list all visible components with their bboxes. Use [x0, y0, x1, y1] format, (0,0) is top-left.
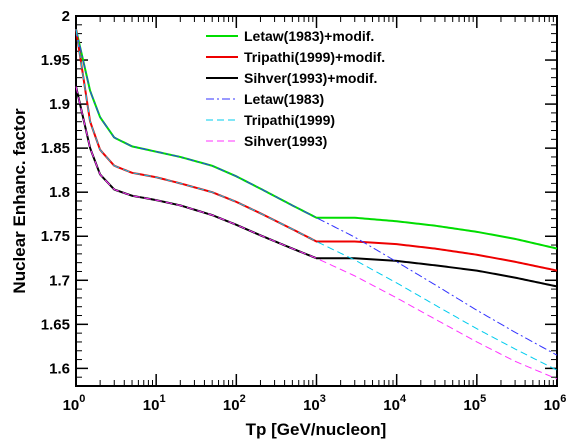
legend-label-5: Sihver(1993): [244, 133, 327, 149]
y-tick-label: 1.75: [41, 228, 70, 245]
x-tick-exponent: 5: [480, 393, 486, 405]
y-tick-label: 1.95: [41, 52, 70, 69]
legend-label-0: Letaw(1983)+modif.: [244, 28, 374, 44]
y-tick-label: 1.6: [49, 360, 70, 377]
x-tick-label: 100: [63, 393, 86, 414]
x-tick-exponent: 6: [560, 393, 566, 405]
y-tick-label: 1.65: [41, 316, 70, 333]
axis-ticks: 100 101 102 103 104 105 1061.61.651.71.751.81.…: [41, 8, 567, 414]
series-line-5: [75, 86, 558, 380]
x-tick-base: 10: [303, 397, 320, 414]
x-tick-exponent: 2: [240, 393, 246, 405]
legend-label-2: Sihver(1993)+modif.: [244, 70, 377, 86]
x-tick-exponent: 3: [320, 393, 326, 405]
x-tick-base: 10: [383, 397, 400, 414]
x-tick-base: 10: [544, 397, 561, 414]
legend: Letaw(1983)+modif. Tripathi(1999)+modif. S…: [206, 28, 385, 149]
x-tick-base: 10: [143, 397, 160, 414]
x-tick-base: 10: [463, 397, 480, 414]
x-tick-label: 106: [544, 393, 567, 414]
x-tick-label: 103: [303, 393, 326, 414]
x-tick-exponent: 1: [159, 393, 165, 405]
x-tick-label: 101: [143, 393, 166, 414]
x-tick-label: 102: [223, 393, 246, 414]
legend-label-1: Tripathi(1999)+modif.: [244, 49, 385, 65]
y-tick-label: 1.8: [49, 184, 70, 201]
legend-label-4: Tripathi(1999): [244, 112, 335, 128]
y-axis-label: Nuclear Enhanc. factor: [10, 108, 29, 294]
x-axis-label: Tp [GeV/nucleon]: [246, 420, 387, 439]
legend-label-3: Letaw(1983): [244, 91, 324, 107]
x-tick-exponent: 4: [400, 393, 407, 405]
y-tick-label: 1.9: [49, 96, 70, 113]
x-tick-base: 10: [223, 397, 240, 414]
x-tick-base: 10: [63, 397, 80, 414]
series-line-4: [75, 29, 558, 371]
x-tick-label: 105: [463, 393, 486, 414]
x-tick-exponent: 0: [79, 393, 85, 405]
y-tick-label: 2: [62, 8, 70, 25]
series-lines: [75, 28, 558, 380]
y-tick-label: 1.85: [41, 140, 70, 157]
y-tick-label: 1.7: [49, 272, 70, 289]
x-tick-label: 104: [383, 393, 407, 414]
series-line-3: [75, 29, 558, 356]
